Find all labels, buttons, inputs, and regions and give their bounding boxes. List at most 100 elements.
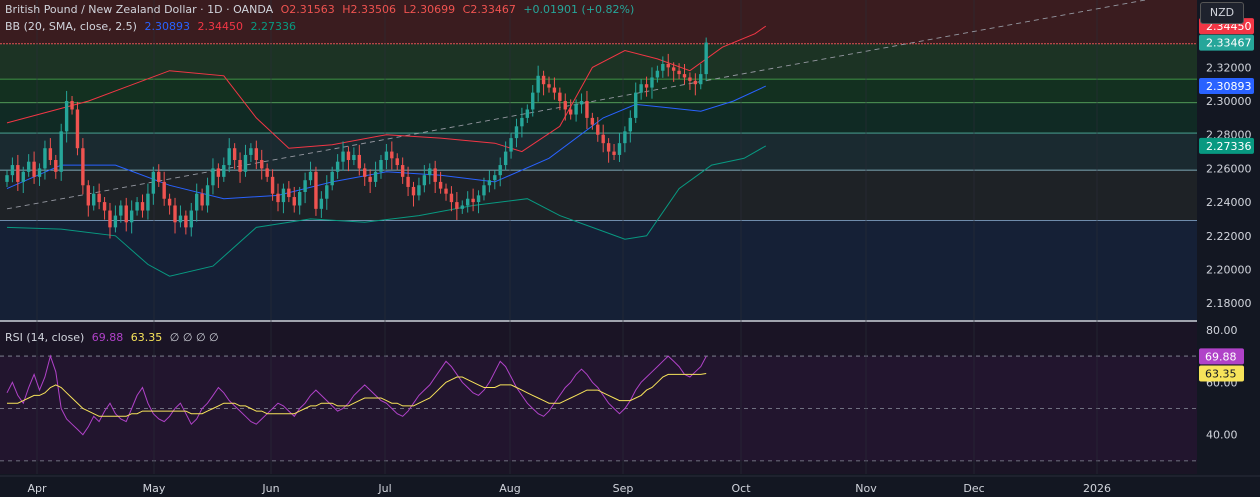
- candle-body: [666, 64, 670, 68]
- candle-body: [541, 75, 546, 85]
- candle-body: [178, 215, 183, 223]
- candle-body: [75, 109, 80, 149]
- candle-body: [119, 205, 123, 216]
- candle-body: [612, 151, 616, 155]
- candle-body: [655, 70, 660, 78]
- rsi-lines: [6, 354, 707, 436]
- candle-body: [10, 165, 15, 176]
- candle-body: [617, 143, 622, 155]
- candle-body: [352, 154, 356, 160]
- candle-body: [650, 77, 654, 88]
- bb-label[interactable]: BB (20, SMA, close, 2.5): [5, 20, 137, 33]
- candle-body: [514, 126, 519, 139]
- candle-body: [157, 171, 161, 182]
- symbol-title[interactable]: British Pound / New Zealand Dollar · 1D …: [5, 3, 274, 16]
- candle-body: [135, 202, 139, 211]
- rsi-ma-line: [7, 373, 707, 417]
- bb-lower-line: [6, 145, 767, 277]
- rsi-tick-label: 40.00: [1206, 429, 1238, 442]
- candle-body: [222, 165, 226, 177]
- rsi-tick-label: 80.00: [1206, 324, 1238, 337]
- candle-body: [146, 193, 150, 211]
- candle-body: [455, 202, 459, 209]
- candle-body: [16, 165, 20, 182]
- bb-basis-value: 2.30893: [144, 20, 190, 33]
- time-tick-label: Dec: [963, 482, 984, 495]
- currency-button[interactable]: NZD: [1200, 2, 1244, 24]
- candle-body: [498, 165, 502, 176]
- candle-body: [644, 84, 649, 88]
- candle-body: [70, 101, 74, 110]
- axis-background: [1197, 0, 1260, 497]
- candle-body: [124, 205, 128, 223]
- candle-body: [308, 171, 313, 181]
- candle-body: [574, 104, 578, 115]
- candle-body: [693, 80, 698, 85]
- price-zone: [0, 170, 1197, 221]
- candle-body: [531, 92, 535, 110]
- rsi-value: 69.88: [91, 331, 124, 344]
- candle-body: [379, 160, 383, 172]
- candle-body: [330, 171, 334, 186]
- candle-body: [167, 198, 172, 206]
- price-zone: [0, 133, 1197, 171]
- price-axis[interactable]: 2.180002.200002.220002.240002.260002.280…: [1197, 0, 1260, 497]
- candle-body: [628, 117, 632, 132]
- price-tick-label: 2.30000: [1206, 95, 1252, 108]
- candle-body: [509, 138, 513, 152]
- candle-body: [325, 185, 329, 199]
- candle-body: [129, 210, 134, 223]
- candle-body: [211, 168, 215, 186]
- candle-body: [48, 148, 53, 160]
- time-tick-label: Jul: [377, 482, 391, 495]
- candle-body: [677, 70, 681, 75]
- candle-body: [520, 117, 524, 127]
- candle-body: [422, 175, 427, 186]
- price-tick-label: 2.32000: [1206, 61, 1252, 74]
- price-label-text: 2.27336: [1206, 140, 1252, 153]
- rsi-label[interactable]: RSI (14, close): [5, 331, 85, 344]
- candle-body: [487, 180, 492, 186]
- bollinger-legend: BB (20, SMA, close, 2.5) 2.30893 2.34450…: [5, 20, 300, 33]
- candle-body: [21, 171, 25, 182]
- price-tick-label: 2.20000: [1206, 263, 1252, 276]
- candle-body: [606, 143, 611, 152]
- candle-body: [639, 84, 643, 93]
- time-tick-label: May: [143, 482, 166, 495]
- candle-body: [297, 192, 302, 206]
- candle-body: [92, 193, 96, 206]
- candle-body: [623, 131, 627, 144]
- candle-body: [276, 193, 280, 203]
- candle-body: [281, 188, 286, 203]
- time-tick-label: Sep: [613, 482, 634, 495]
- candle-body: [205, 185, 210, 206]
- candle-body: [335, 161, 340, 172]
- bb-lower-value: 2.27336: [250, 20, 296, 33]
- candle-body: [476, 195, 481, 203]
- price-label-box: [1199, 78, 1254, 95]
- candle-body: [249, 148, 253, 155]
- candle-body: [411, 186, 416, 196]
- candle-body: [547, 84, 551, 88]
- candle-body: [503, 151, 508, 166]
- candle-body: [363, 168, 367, 177]
- candle-body: [525, 109, 530, 118]
- candle-body: [671, 67, 676, 71]
- symbol-legend: British Pound / New Zealand Dollar · 1D …: [5, 3, 638, 16]
- candle-body: [444, 188, 448, 194]
- time-axis[interactable]: Apr May Jun Jul Aug Sep Oct Nov Dec 2026: [0, 475, 1260, 497]
- candle-body: [64, 101, 69, 132]
- price-label-box: [1199, 137, 1254, 154]
- candle-body: [216, 168, 221, 177]
- candle-body: [265, 168, 269, 177]
- rsi-label-text: 63.35: [1205, 367, 1237, 380]
- rsi-panel-background: [0, 322, 1197, 474]
- candle-body: [238, 160, 242, 172]
- candle-body: [460, 205, 464, 209]
- price-zone: [0, 43, 1197, 80]
- candle-body: [254, 148, 259, 160]
- candle-body: [341, 151, 345, 162]
- time-tick-label: Apr: [27, 482, 47, 495]
- candle-body: [102, 202, 107, 211]
